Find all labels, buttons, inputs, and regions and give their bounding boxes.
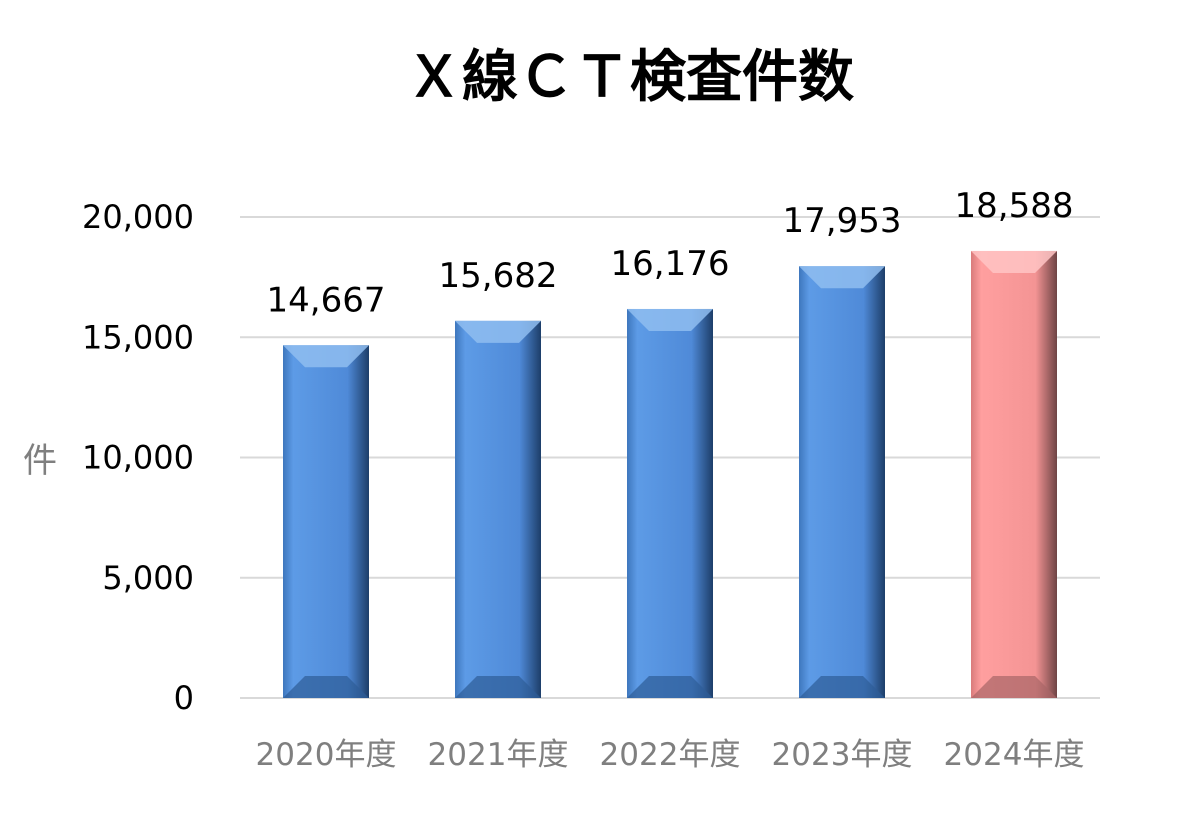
data-label: 16,176 <box>611 244 730 284</box>
bar-top-bevel <box>971 250 1057 273</box>
bar <box>455 320 541 698</box>
bar <box>283 345 369 698</box>
bar-body <box>455 320 541 698</box>
x-category-label: 2021年度 <box>428 737 569 773</box>
bar-bottom-bevel <box>799 676 885 698</box>
x-category-label: 2022年度 <box>600 737 741 773</box>
data-label: 17,953 <box>783 201 902 241</box>
bar-top-bevel <box>283 345 369 368</box>
bar-top-bevel <box>455 320 541 343</box>
x-category-label: 2020年度 <box>256 737 397 773</box>
bar-bottom-bevel <box>455 676 541 698</box>
data-label: 18,588 <box>955 186 1074 226</box>
data-labels: 14,667 15,682 16,176 17,953 18,588 <box>267 186 1074 320</box>
bar-body <box>283 345 369 698</box>
x-axis-categories: 2020年度 2021年度 2022年度 2023年度 2024年度 <box>256 737 1085 773</box>
bar-bottom-bevel <box>971 676 1057 698</box>
chart-title: Ｘ線ＣＴ検査件数 <box>406 45 854 110</box>
bar <box>971 250 1057 698</box>
bar <box>627 308 713 698</box>
bar-top-bevel <box>627 308 713 331</box>
x-category-label: 2024年度 <box>944 737 1085 773</box>
y-tick-label: 20,000 <box>82 198 194 236</box>
bar-bottom-bevel <box>627 676 713 698</box>
bar-bottom-bevel <box>283 676 369 698</box>
bars <box>283 250 1057 698</box>
y-axis-unit-label: 件 <box>23 441 57 481</box>
y-tick-label: 10,000 <box>82 439 194 477</box>
y-tick-label: 5,000 <box>102 559 194 597</box>
bar-body <box>971 250 1057 698</box>
y-tick-label: 0 <box>174 679 194 717</box>
bar <box>799 266 885 698</box>
y-axis-ticks: 0 5,000 10,000 15,000 20,000 <box>82 198 194 717</box>
bar-body <box>799 266 885 698</box>
data-label: 15,682 <box>439 256 558 296</box>
bar-top-bevel <box>799 266 885 289</box>
y-tick-label: 15,000 <box>82 318 194 356</box>
bar-body <box>627 308 713 698</box>
data-label: 14,667 <box>267 280 386 320</box>
x-category-label: 2023年度 <box>772 737 913 773</box>
